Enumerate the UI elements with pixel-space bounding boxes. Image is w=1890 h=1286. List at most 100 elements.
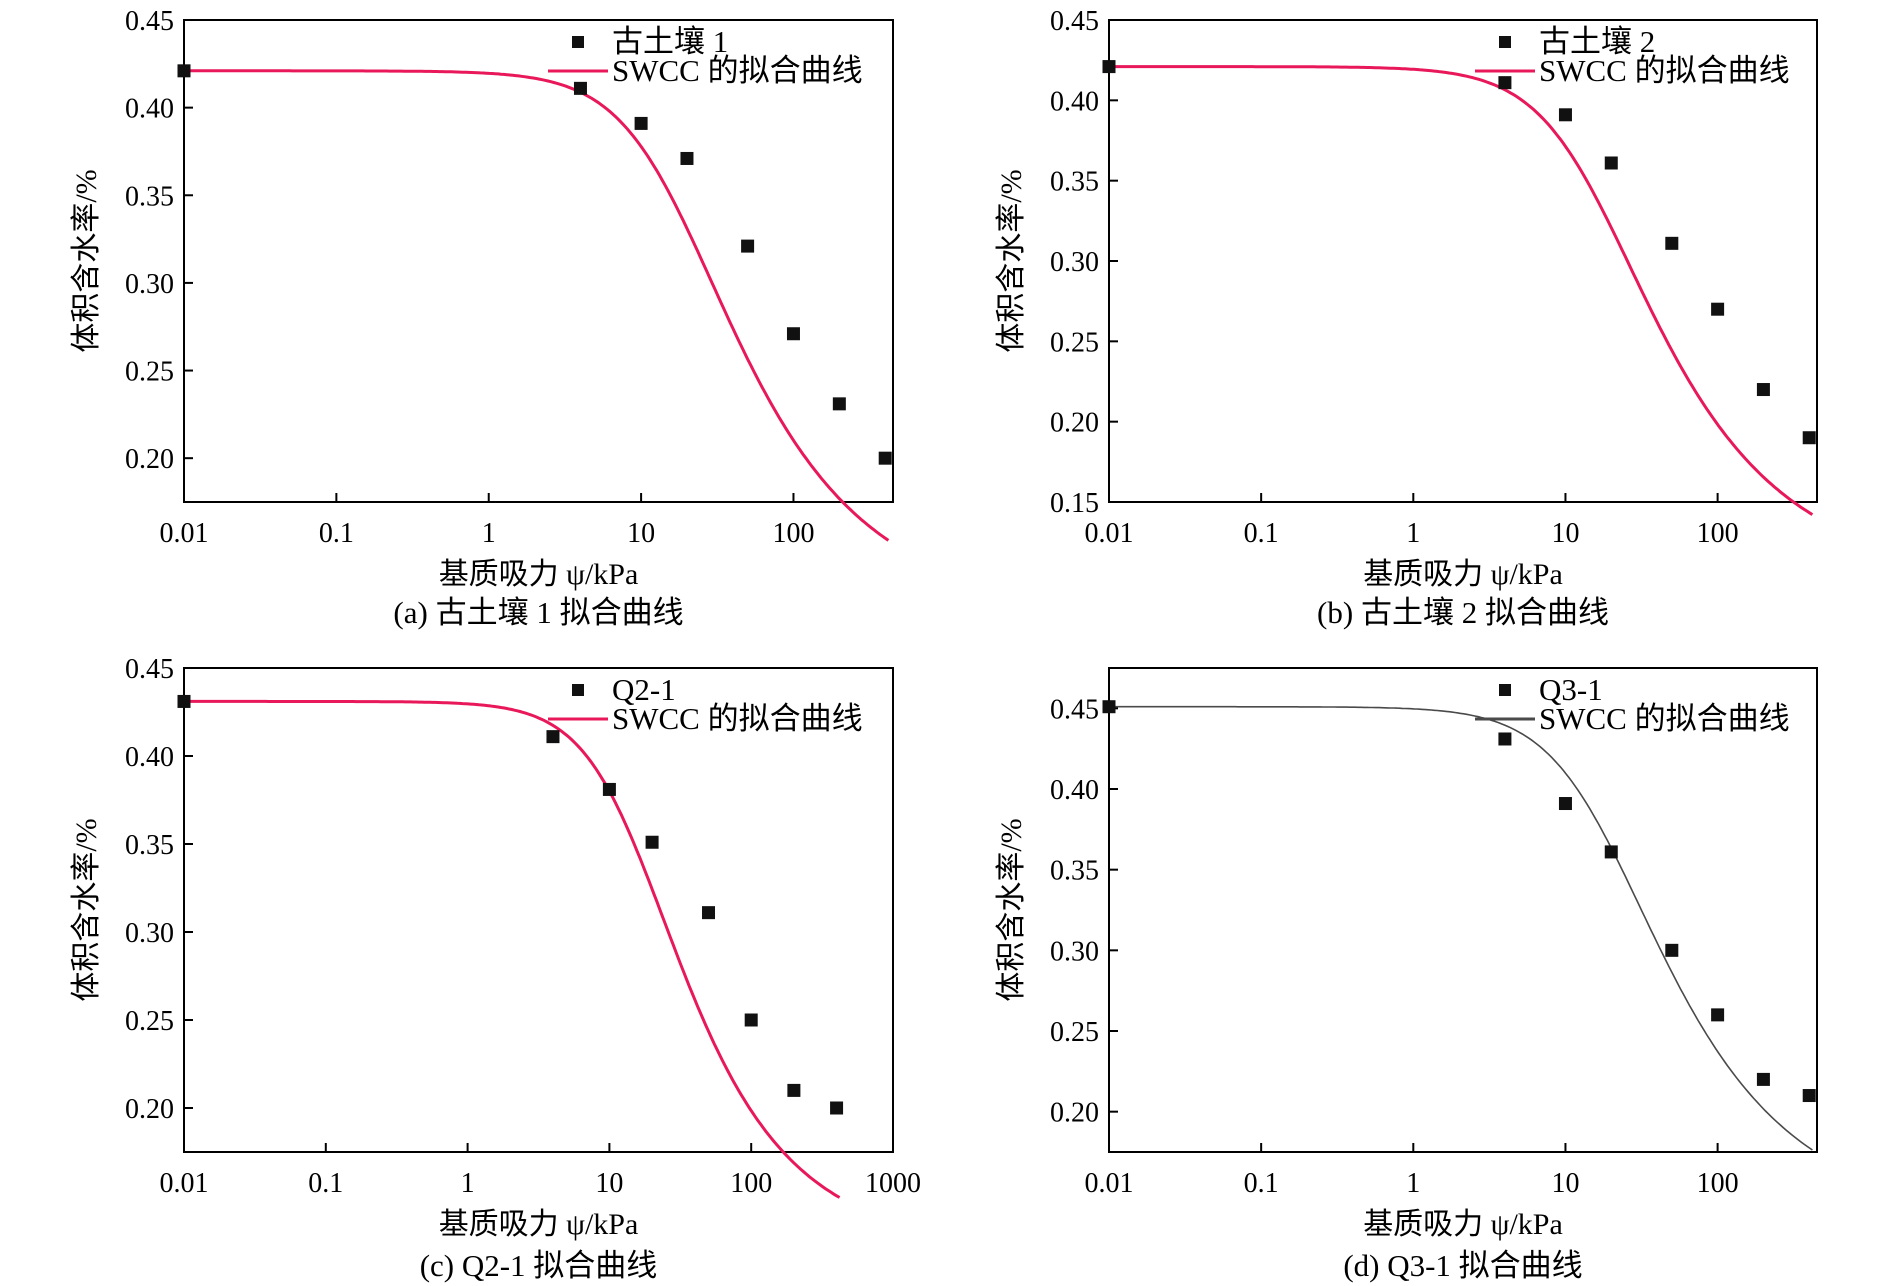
- x-axis-ticks: 0.01 0.1 1 10 100: [160, 493, 814, 549]
- data-point: [1498, 732, 1512, 746]
- data-points: [1102, 700, 1816, 1103]
- x-tick-label: 10: [627, 518, 655, 549]
- data-point: [1604, 156, 1618, 170]
- data-point: [744, 1013, 758, 1027]
- data-point: [1665, 236, 1679, 250]
- y-tick-label: 0.25: [125, 1006, 174, 1037]
- legend-marker-points: [1499, 684, 1511, 696]
- y-tick-label: 0.45: [125, 6, 174, 37]
- x-tick-label: 1000: [865, 1168, 921, 1199]
- data-point: [645, 835, 659, 849]
- y-tick-label: 0.45: [125, 654, 174, 685]
- data-point: [1756, 1072, 1770, 1086]
- data-point: [1711, 1008, 1725, 1022]
- data-point: [1558, 797, 1572, 811]
- chart-panel-b: 0.01 0.1 1 10 100 0.15 0.20 0.25 0.30 0.35 0.40 0.4…: [995, 6, 1818, 630]
- legend-label-curve: SWCC 的拟合曲线: [1539, 53, 1790, 88]
- x-tick-label: 0.1: [1244, 518, 1279, 549]
- legend-marker-points: [572, 36, 584, 48]
- y-tick-label: 0.30: [125, 269, 174, 300]
- data-point: [878, 451, 892, 465]
- x-tick-label: 1: [482, 518, 496, 549]
- y-axis-label: 体积含水率/%: [70, 818, 103, 1001]
- x-tick-label: 10: [595, 1168, 623, 1199]
- legend-label-points: Q3-1: [1539, 672, 1603, 707]
- chart-panel-d: 0.01 0.1 1 10 100 0.20 0.25 0.30 0.35 0.40 0.45 基质吸…: [995, 667, 1818, 1283]
- y-tick-label: 0.25: [1050, 1017, 1099, 1048]
- y-tick-label: 0.30: [125, 918, 174, 949]
- data-point: [1665, 943, 1679, 957]
- data-point: [1498, 76, 1512, 90]
- x-tick-label: 100: [1697, 518, 1739, 549]
- x-tick-label: 0.1: [1244, 1168, 1279, 1199]
- data-point: [741, 239, 755, 253]
- x-tick-label: 100: [730, 1168, 772, 1199]
- data-point: [1102, 60, 1116, 74]
- x-tick-label: 0.1: [308, 1168, 343, 1199]
- data-point: [830, 1101, 844, 1115]
- data-point: [1802, 1089, 1816, 1103]
- y-tick-label: 0.15: [1050, 488, 1099, 519]
- x-axis-label: 基质吸力 ψ/kPa: [1363, 558, 1563, 591]
- y-tick-label: 0.35: [1050, 167, 1099, 198]
- y-tick-label: 0.20: [1050, 1098, 1099, 1129]
- data-point: [177, 694, 191, 708]
- y-tick-label: 0.30: [1050, 247, 1099, 278]
- data-points: [1102, 60, 1816, 445]
- plot-frame: [183, 19, 894, 503]
- legend-label-points: Q2-1: [612, 672, 676, 707]
- data-point: [702, 906, 716, 920]
- y-tick-label: 0.40: [125, 742, 174, 773]
- y-tick-label: 0.25: [125, 357, 174, 388]
- panel-caption: (c) Q2-1 拟合曲线: [420, 1248, 658, 1283]
- y-tick-label: 0.20: [125, 444, 174, 475]
- data-point: [546, 730, 560, 744]
- legend-label-points: 古土壤 2: [1539, 24, 1655, 59]
- data-point: [786, 327, 800, 341]
- y-tick-label: 0.40: [125, 94, 174, 125]
- y-axis-label: 体积含水率/%: [995, 818, 1028, 1001]
- y-tick-label: 0.20: [125, 1094, 174, 1125]
- data-point: [1102, 700, 1116, 714]
- fit-curve: [1109, 65, 1814, 516]
- data-point: [573, 81, 587, 95]
- fit-curve: [1109, 705, 1813, 1151]
- data-point: [832, 397, 846, 411]
- legend-label-curve: SWCC 的拟合曲线: [1539, 701, 1790, 736]
- x-tick-label: 10: [1551, 518, 1579, 549]
- y-tick-label: 0.35: [125, 181, 174, 212]
- x-tick-label: 100: [772, 518, 814, 549]
- y-axis-ticks: 0.20 0.25 0.30 0.35 0.40 0.45: [125, 6, 193, 475]
- x-axis-label: 基质吸力 ψ/kPa: [1363, 1208, 1563, 1241]
- data-point: [787, 1083, 801, 1097]
- y-tick-label: 0.35: [1050, 856, 1099, 887]
- y-axis-ticks: 0.20 0.25 0.30 0.35 0.40 0.45: [1050, 694, 1118, 1129]
- data-point: [1756, 383, 1770, 397]
- x-tick-label: 100: [1697, 1168, 1739, 1199]
- y-tick-label: 0.45: [1050, 6, 1099, 37]
- x-tick-label: 0.01: [1085, 518, 1134, 549]
- legend-label-curve: SWCC 的拟合曲线: [612, 53, 863, 88]
- fit-curve: [184, 699, 841, 1199]
- x-axis-ticks: 0.01 0.1 1 10 100 1000: [160, 1143, 921, 1199]
- y-axis-ticks: 0.20 0.25 0.30 0.35 0.40 0.45: [125, 654, 193, 1125]
- data-points: [177, 64, 892, 465]
- data-point: [1711, 302, 1725, 316]
- legend-marker-points: [1499, 36, 1511, 48]
- x-axis-label: 基质吸力 ψ/kPa: [439, 1208, 639, 1241]
- plot-frame: [1108, 19, 1818, 503]
- y-axis-label: 体积含水率/%: [70, 169, 103, 352]
- y-tick-label: 0.45: [1050, 694, 1099, 725]
- y-axis-ticks: 0.15 0.20 0.25 0.30 0.35 0.40 0.45: [1050, 6, 1118, 519]
- x-axis-ticks: 0.01 0.1 1 10 100: [1085, 493, 1739, 549]
- data-point: [602, 782, 616, 796]
- x-tick-label: 1: [1406, 1168, 1420, 1199]
- x-axis-label: 基质吸力 ψ/kPa: [439, 558, 639, 591]
- panel-caption: (a) 古土壤 1 拟合曲线: [393, 595, 683, 630]
- x-tick-label: 0.01: [1085, 1168, 1134, 1199]
- data-point: [1558, 108, 1572, 122]
